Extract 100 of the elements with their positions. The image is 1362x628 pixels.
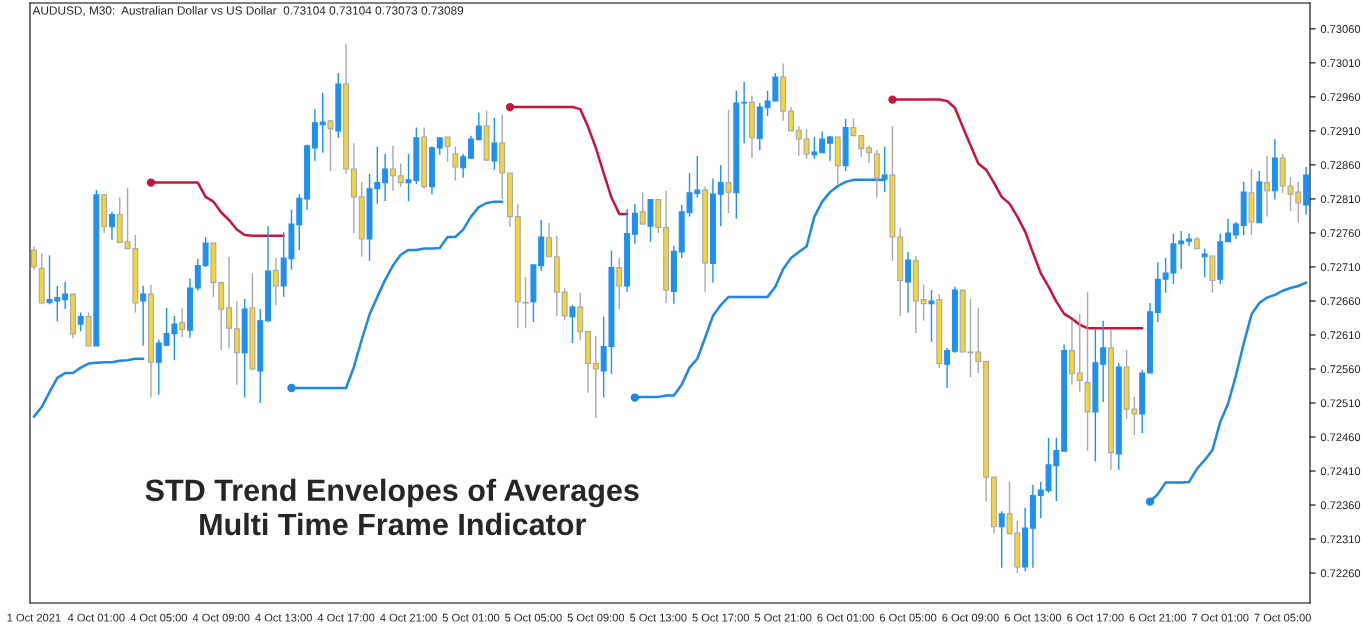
- candlestick: [444, 136, 451, 163]
- candlestick: [1225, 217, 1232, 243]
- point: [888, 95, 897, 104]
- y-tick-label: 0.72310: [1320, 535, 1361, 544]
- candlestick: [382, 153, 389, 202]
- candlestick: [30, 245, 37, 272]
- y-tick-label: 0.72610: [1320, 331, 1361, 340]
- x-tick-label: 6 Oct 01:00: [817, 613, 874, 622]
- candlestick: [795, 125, 802, 157]
- candlestick: [928, 289, 935, 343]
- candlestick: [522, 276, 529, 329]
- x-tick-label: 4 Oct 01:00: [67, 613, 125, 622]
- candlestick: [592, 334, 599, 419]
- candlestick: [631, 202, 638, 245]
- candlestick: [858, 134, 865, 158]
- candlestick: [491, 117, 498, 171]
- candlestick: [905, 251, 912, 314]
- point: [1145, 497, 1155, 506]
- y-tick-label: 0.72410: [1320, 467, 1361, 476]
- candlestick: [327, 119, 334, 172]
- candlestick: [639, 191, 646, 225]
- candlestick: [1178, 230, 1185, 270]
- x-tick-label: 6 Oct 21:00: [1129, 613, 1187, 622]
- candlestick: [140, 285, 147, 347]
- candlestick: [389, 145, 396, 192]
- x-tick-label: 6 Oct 05:00: [879, 613, 937, 622]
- candlestick: [725, 109, 732, 214]
- point: [146, 178, 156, 187]
- candlestick: [62, 281, 69, 310]
- x-tick-label: 5 Oct 01:00: [442, 613, 500, 622]
- x-tick-label: 4 Oct 13:00: [255, 613, 312, 622]
- x-tick-label: 4 Oct 21:00: [380, 613, 437, 622]
- y-tick-label: 0.73010: [1320, 59, 1361, 67]
- candlestick: [561, 287, 568, 321]
- candlestick: [155, 339, 162, 396]
- candlestick: [179, 307, 186, 338]
- y-tick-label: 0.72260: [1320, 569, 1361, 578]
- point: [287, 383, 296, 393]
- candlestick: [803, 128, 810, 160]
- x-tick-label: 5 Oct 09:00: [567, 613, 625, 622]
- candlestick: [226, 256, 232, 350]
- candlestick: [788, 106, 794, 132]
- x-tick-label: 4 Oct 05:00: [130, 613, 188, 622]
- y-tick-label: 0.72810: [1320, 195, 1361, 204]
- y-tick-label: 0.72960: [1320, 93, 1361, 102]
- point: [505, 102, 515, 112]
- candlestick: [108, 211, 115, 241]
- candlestick: [1068, 319, 1075, 386]
- candlestick: [866, 144, 872, 164]
- y-tick-label: 0.72660: [1320, 297, 1361, 306]
- candlestick: [233, 300, 240, 386]
- x-tick-label: 6 Oct 13:00: [1004, 613, 1062, 622]
- y-tick-label: 0.73060: [1320, 25, 1361, 33]
- y-tick-label: 0.72860: [1320, 161, 1361, 170]
- candlestick: [546, 222, 552, 258]
- candlestick: [1100, 319, 1107, 404]
- candlestick: [1201, 247, 1208, 278]
- x-tick-label: 6 Oct 09:00: [942, 613, 999, 622]
- y-tick-label: 0.72510: [1320, 399, 1361, 408]
- y-tick-label: 0.72360: [1320, 501, 1361, 510]
- annotation: STD Trend Envelopes of Averages Multi Time Frame Indicator: [145, 478, 639, 536]
- candlestick: [741, 81, 748, 144]
- candlestick: [272, 257, 279, 306]
- candlestick: [920, 283, 927, 322]
- x-tick-label: 6 Oct 17:00: [1067, 613, 1124, 622]
- candlestick: [202, 236, 209, 268]
- candlestick: [873, 149, 880, 199]
- x-tick-label: 1 Oct 2021: [7, 613, 61, 622]
- candlestick: [452, 145, 459, 182]
- x-tick-label: 5 Oct 13:00: [630, 613, 687, 622]
- x-tick-label: 5 Oct 21:00: [754, 613, 812, 622]
- candlestick: [616, 257, 623, 310]
- y-tick-label: 0.72910: [1320, 127, 1361, 136]
- candlestick: [717, 164, 724, 227]
- x-tick-label: 5 Oct 05:00: [505, 613, 562, 622]
- candlestick: [1264, 155, 1271, 218]
- candlestick: [998, 510, 1005, 569]
- candlestick: [1186, 232, 1192, 247]
- candlestick: [944, 347, 951, 389]
- chart-title: AUDUSD, M30: Australian Dollar vs US Dollar 0.73104 0.73104 0.73073 0.73089: [32, 6, 464, 17]
- x-tick-label: 4 Oct 17:00: [317, 613, 375, 622]
- candlestick: [194, 258, 201, 292]
- candlestick: [569, 304, 576, 344]
- x-tick-label: 5 Oct 17:00: [692, 613, 750, 622]
- y-tick-label: 0.72760: [1320, 229, 1361, 238]
- candlestick: [1076, 313, 1083, 393]
- y-tick-label: 0.72460: [1320, 433, 1361, 442]
- y-tick-label: 0.72710: [1320, 263, 1361, 272]
- candlestick: [811, 136, 818, 160]
- candlestick: [819, 130, 826, 154]
- candlestick: [475, 111, 482, 141]
- candlestick: [77, 311, 84, 332]
- x-tick-label: 7 Oct 01:00: [1192, 613, 1249, 622]
- candlestick: [827, 134, 833, 162]
- y-tick-label: 0.72560: [1320, 365, 1361, 374]
- x-tick-label: 7 Oct 05:00: [1254, 613, 1311, 622]
- x-tick-label: 4 Oct 09:00: [192, 613, 250, 622]
- candlestick: [468, 134, 474, 160]
- candlestick: [319, 92, 326, 154]
- point: [630, 393, 640, 402]
